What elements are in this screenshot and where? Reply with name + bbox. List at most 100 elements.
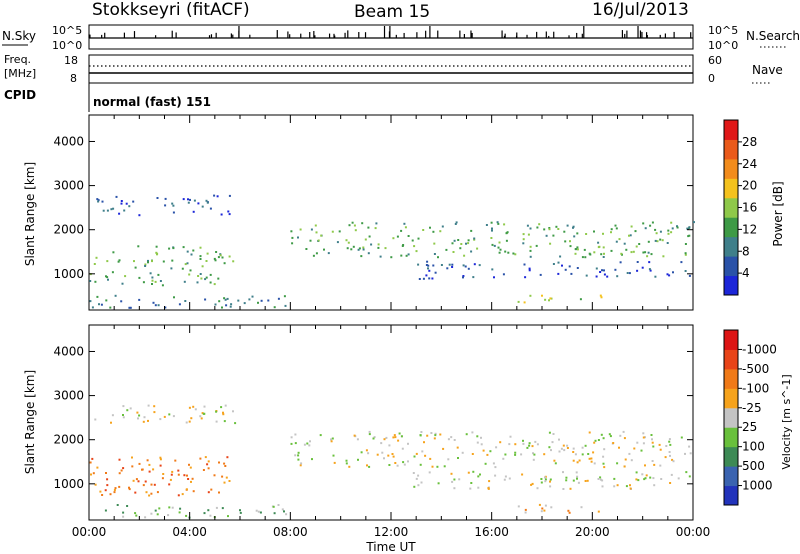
echo-cell (629, 234, 632, 237)
echo-cell (431, 465, 434, 468)
echo-cell (651, 460, 654, 462)
echo-cell (672, 271, 674, 274)
colorbar-cell (724, 217, 738, 238)
echo-cell (568, 265, 571, 268)
echo-cell (659, 464, 662, 467)
echo-cell (493, 244, 496, 247)
colorbar-cell (724, 197, 738, 218)
echo-cell (575, 471, 578, 474)
echo-cell (549, 242, 552, 245)
echo-cell (470, 250, 473, 253)
echo-cell (477, 486, 480, 489)
colorbar-cell (724, 139, 738, 160)
echo-cell (312, 254, 315, 257)
echo-cell (411, 239, 414, 242)
echo-cell (407, 235, 410, 237)
echo-cell (348, 465, 351, 468)
echo-cell (122, 416, 125, 419)
echo-cell (669, 454, 671, 457)
echo-cell (215, 420, 218, 423)
echo-cell (548, 228, 551, 231)
echo-cell (405, 254, 408, 257)
echo-cell (156, 197, 159, 199)
echo-cell (144, 265, 147, 267)
echo-cell (421, 450, 424, 453)
echo-cell (536, 226, 539, 229)
echo-cell (495, 446, 498, 449)
echo-cell (109, 493, 112, 496)
echo-cell (214, 259, 217, 262)
echo-cell (599, 271, 602, 273)
echo-cell (215, 410, 218, 413)
time-tick-label: 12:00 (374, 525, 409, 539)
echo-cell (428, 269, 431, 272)
echo-cell (106, 209, 109, 212)
echo-cell (415, 452, 418, 455)
echo-cell (566, 444, 569, 447)
echo-cell (89, 300, 92, 303)
echo-cell (187, 198, 189, 201)
echo-cell (415, 250, 418, 253)
echo-cell (644, 477, 647, 480)
echo-cell (162, 260, 165, 263)
echo-cell (199, 415, 202, 418)
echo-cell (520, 453, 523, 456)
echo-cell (199, 246, 202, 249)
echo-cell (207, 509, 210, 512)
echo-cell (608, 433, 611, 436)
echo-cell (365, 449, 368, 452)
echo-cell (590, 460, 593, 463)
colorbar-cell (724, 466, 738, 487)
echo-cell (602, 232, 604, 235)
echo-cell (147, 261, 149, 264)
echo-cell (615, 227, 618, 230)
echo-cell (407, 460, 409, 463)
echo-cell (183, 474, 186, 477)
echo-cell (152, 468, 155, 471)
echo-cell (668, 440, 671, 443)
echo-cell (422, 277, 425, 280)
noise-panel: N.Sky 10^5 10^0 10^5 10^0 N.Search (2, 24, 800, 52)
echo-cell (558, 450, 561, 453)
echo-cell (473, 238, 476, 241)
echo-cell (277, 504, 280, 506)
echo-cell (190, 253, 193, 256)
echo-cell (600, 433, 603, 436)
echo-cell (397, 439, 400, 442)
echo-cell (290, 436, 293, 439)
echo-cell (197, 275, 200, 277)
echo-cell (616, 275, 619, 278)
echo-cell (407, 442, 409, 445)
echo-cell (623, 242, 626, 245)
echo-cell (526, 224, 529, 227)
echo-cell (491, 229, 493, 232)
echo-cell (528, 442, 531, 445)
echo-cell (529, 255, 532, 258)
echo-cell (641, 473, 644, 476)
echo-cell (171, 202, 174, 205)
echo-cell (232, 410, 234, 413)
echo-cell (156, 253, 158, 256)
echo-cell (168, 483, 171, 486)
echo-cell (159, 456, 162, 459)
echo-cell (434, 271, 437, 274)
colorbar-tick-label: 24 (742, 157, 757, 171)
echo-cell (593, 251, 596, 254)
echo-cell (201, 205, 204, 208)
echo-cell (453, 487, 456, 490)
echo-cell (192, 249, 195, 252)
echo-cell (305, 248, 308, 250)
echo-cell (132, 479, 135, 482)
echo-cell (465, 433, 468, 436)
echo-cell (539, 273, 542, 276)
echo-cell (543, 509, 546, 512)
echo-cell (224, 298, 227, 301)
echo-cell (426, 434, 429, 437)
echo-cell (489, 450, 492, 453)
echo-cell (588, 457, 591, 460)
echo-cell (138, 214, 141, 217)
y-tick-label: 1000 (53, 267, 84, 281)
echo-cell (214, 303, 217, 306)
echo-cell (668, 274, 671, 277)
